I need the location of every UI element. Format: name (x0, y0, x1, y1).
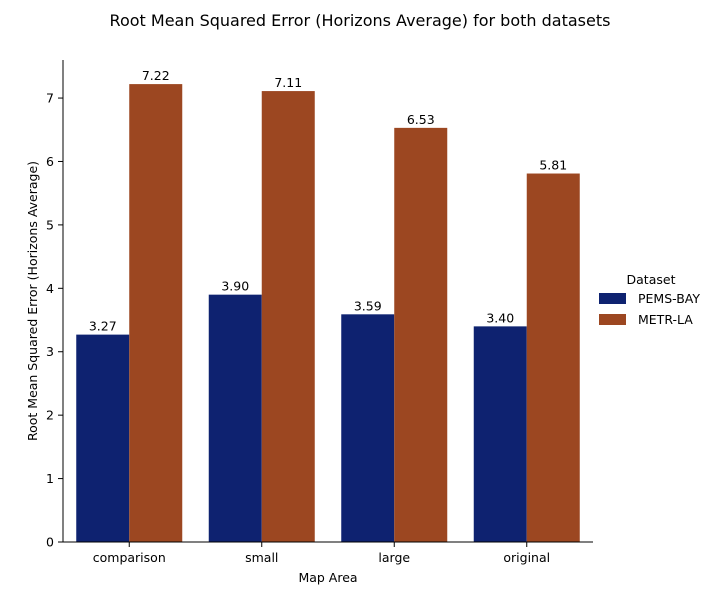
x-axis-label: Map Area (298, 570, 357, 585)
y-tick-label: 3 (46, 344, 54, 359)
bar (261, 91, 315, 542)
y-tick-label: 5 (46, 217, 54, 232)
bar-value-label: 3.27 (89, 319, 117, 334)
legend-entry-label: METR-LA (638, 312, 693, 327)
chart-title: Root Mean Squared Error (Horizons Averag… (110, 11, 611, 30)
y-tick-label: 4 (46, 281, 54, 296)
bar (526, 173, 580, 542)
bar (394, 127, 448, 542)
y-tick-label: 0 (46, 535, 54, 550)
x-tick-label: original (503, 550, 550, 565)
legend-entry-label: PEMS-BAY (638, 291, 700, 306)
x-tick-label: small (245, 550, 278, 565)
bar-value-label: 7.11 (274, 75, 302, 90)
bar-value-label: 3.90 (221, 279, 249, 294)
y-tick-label: 7 (46, 91, 54, 106)
plot-area: 3.27 3.90 3.59 3.40 7.22 7.11 6.53 5.81 0 1 2 3 4 5 6 7… (46, 60, 593, 565)
legend-title: Dataset (627, 272, 676, 287)
x-tick-label: comparison (93, 550, 166, 565)
bar (129, 84, 183, 542)
bar-value-label: 3.40 (486, 310, 514, 325)
x-tick-label: large (378, 550, 410, 565)
bar-value-label: 3.59 (354, 298, 382, 313)
bar-value-label: 7.22 (142, 68, 170, 83)
legend-swatch (599, 314, 626, 325)
bar (473, 326, 527, 542)
y-tick-label: 6 (46, 154, 54, 169)
bar (76, 334, 130, 542)
bar-value-label: 5.81 (539, 158, 567, 173)
y-tick-label: 1 (46, 471, 54, 486)
y-axis-label: Root Mean Squared Error (Horizons Averag… (25, 161, 40, 441)
bar (341, 314, 395, 542)
y-tick-label: 2 (46, 408, 54, 423)
legend: Dataset PEMS-BAY METR-LA (599, 272, 700, 327)
bar-value-label: 6.53 (407, 112, 435, 127)
legend-swatch (599, 293, 626, 304)
bar (208, 294, 262, 542)
